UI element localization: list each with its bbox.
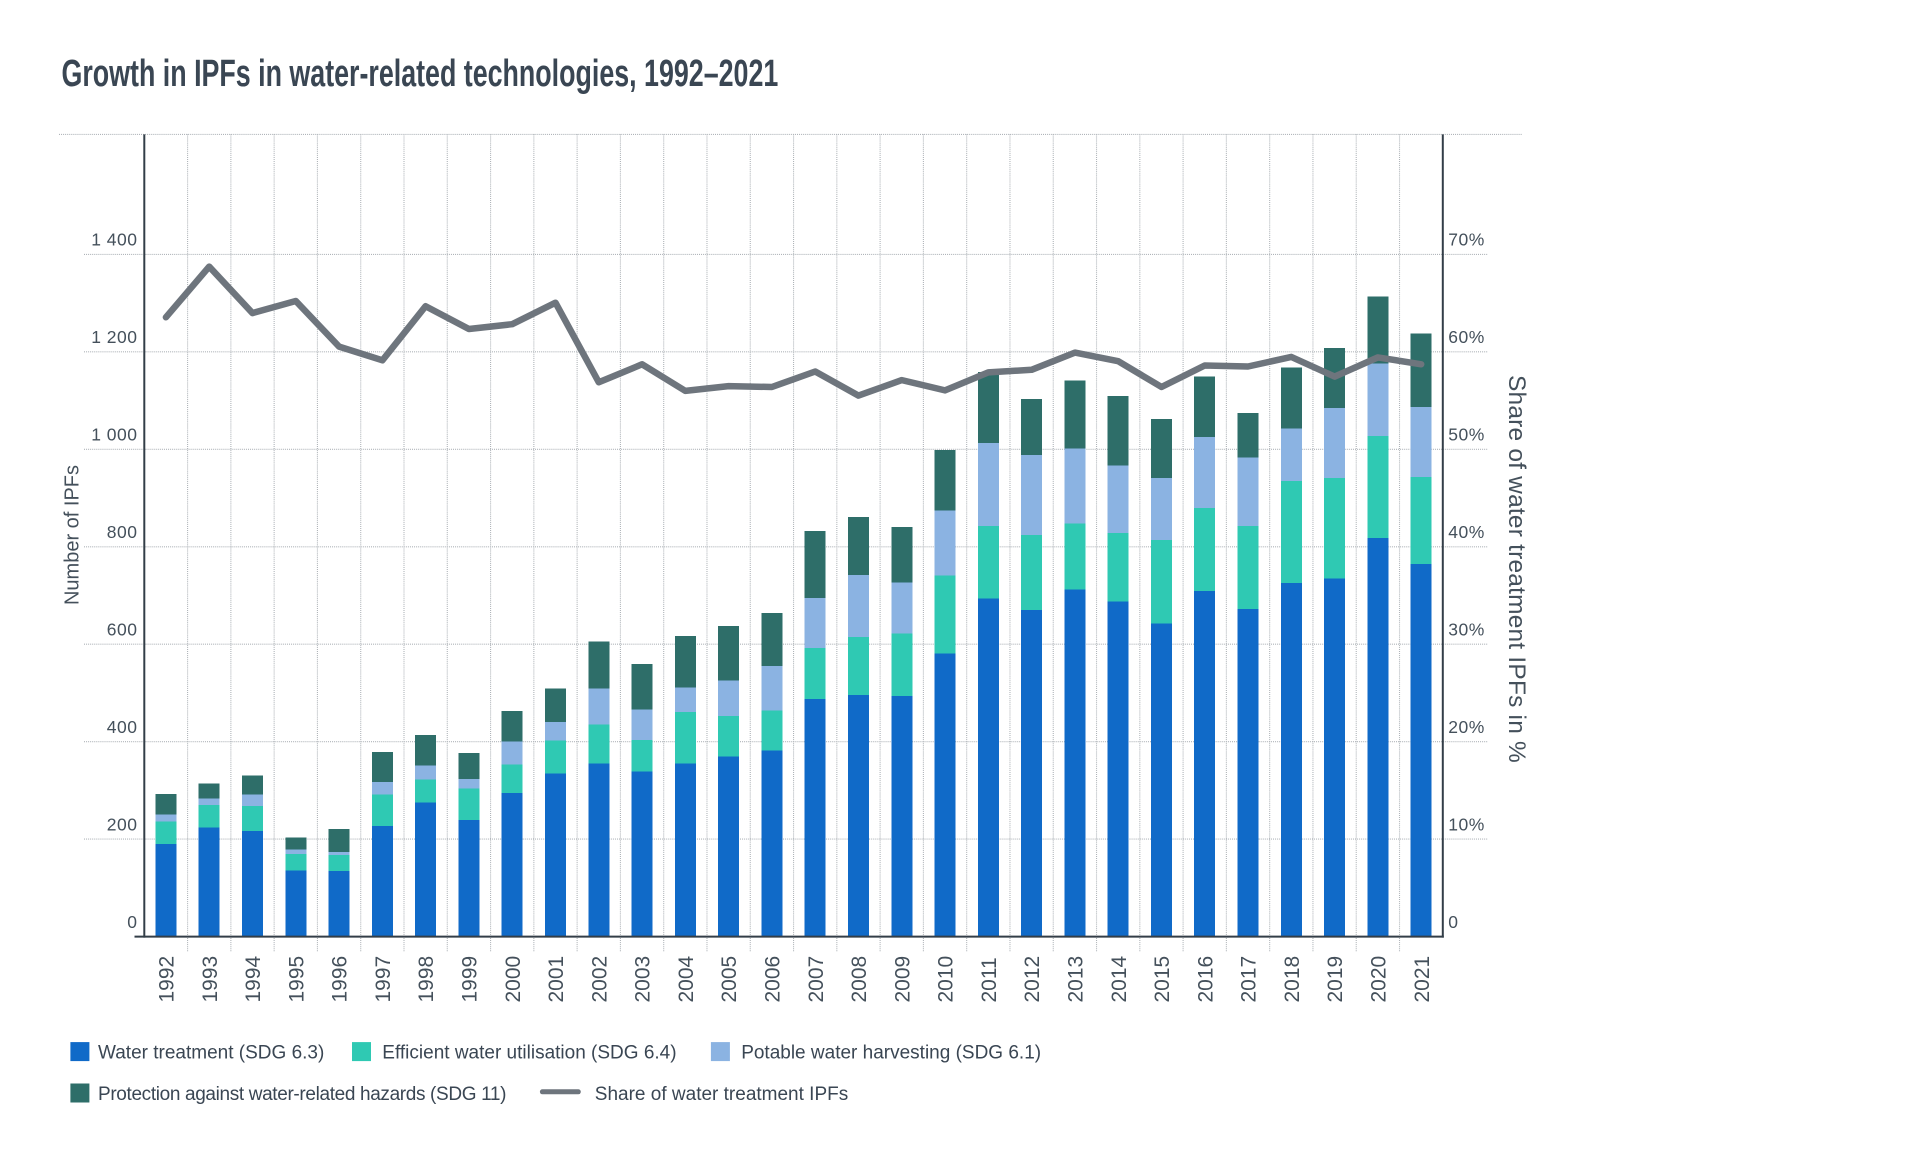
svg-text:2013: 2013	[1065, 956, 1088, 1003]
svg-text:800: 800	[107, 522, 138, 542]
svg-text:2008: 2008	[848, 956, 871, 1003]
svg-text:2009: 2009	[891, 956, 914, 1003]
svg-text:20%: 20%	[1448, 717, 1485, 737]
svg-text:2000: 2000	[502, 956, 525, 1003]
svg-text:70%: 70%	[1448, 230, 1485, 250]
svg-text:2001: 2001	[545, 956, 568, 1003]
svg-text:2002: 2002	[588, 956, 611, 1003]
svg-text:2010: 2010	[935, 956, 958, 1003]
svg-text:2003: 2003	[632, 956, 655, 1003]
svg-text:10%: 10%	[1448, 814, 1485, 834]
svg-text:1993: 1993	[199, 956, 222, 1003]
svg-text:60%: 60%	[1448, 327, 1485, 347]
svg-text:1 000: 1 000	[91, 425, 137, 445]
svg-text:1998: 1998	[415, 956, 438, 1003]
svg-text:Share of water treatment IPFs: Share of water treatment IPFs in %	[1503, 375, 1530, 763]
svg-text:Potable water harvesting (SDG: Potable water harvesting (SDG 6.1)	[741, 1042, 1041, 1063]
svg-text:1996: 1996	[329, 956, 352, 1003]
svg-text:Share of water treatment IPFs: Share of water treatment IPFs	[595, 1084, 848, 1105]
svg-text:1 200: 1 200	[91, 327, 137, 347]
svg-text:2014: 2014	[1108, 955, 1131, 1002]
svg-text:2012: 2012	[1021, 956, 1044, 1003]
svg-text:2011: 2011	[978, 957, 1001, 1002]
svg-text:1999: 1999	[459, 956, 482, 1003]
svg-text:400: 400	[107, 717, 138, 737]
svg-text:50%: 50%	[1448, 425, 1485, 445]
svg-text:0: 0	[1448, 912, 1458, 932]
svg-text:200: 200	[107, 814, 138, 834]
svg-text:Protection against water-relat: Protection against water-related hazards…	[98, 1084, 506, 1105]
svg-text:1992: 1992	[156, 956, 179, 1003]
svg-text:2006: 2006	[762, 956, 785, 1003]
svg-text:2004: 2004	[675, 955, 698, 1002]
svg-text:1997: 1997	[372, 956, 395, 1003]
svg-text:2015: 2015	[1151, 956, 1174, 1003]
svg-text:2021: 2021	[1411, 956, 1434, 1003]
svg-text:Growth in IPFs in water-relate: Growth in IPFs in water-related technolo…	[62, 51, 779, 94]
svg-text:2007: 2007	[805, 956, 828, 1003]
svg-text:Water treatment (SDG 6.3): Water treatment (SDG 6.3)	[98, 1042, 324, 1063]
svg-text:600: 600	[107, 619, 138, 639]
svg-text:2016: 2016	[1194, 956, 1217, 1003]
svg-text:2017: 2017	[1238, 956, 1261, 1003]
svg-text:40%: 40%	[1448, 522, 1485, 542]
svg-text:2020: 2020	[1368, 956, 1391, 1003]
svg-text:2005: 2005	[718, 956, 741, 1003]
svg-text:2019: 2019	[1324, 956, 1347, 1003]
svg-text:0: 0	[127, 912, 137, 932]
svg-text:1 400: 1 400	[91, 230, 137, 250]
svg-text:30%: 30%	[1448, 619, 1485, 639]
svg-text:Efficient water utilisation (S: Efficient water utilisation (SDG 6.4)	[382, 1042, 676, 1063]
svg-text:Number of IPFs: Number of IPFs	[62, 465, 84, 605]
svg-text:2018: 2018	[1281, 956, 1304, 1003]
svg-text:1994: 1994	[242, 955, 265, 1002]
svg-text:1995: 1995	[285, 956, 308, 1003]
